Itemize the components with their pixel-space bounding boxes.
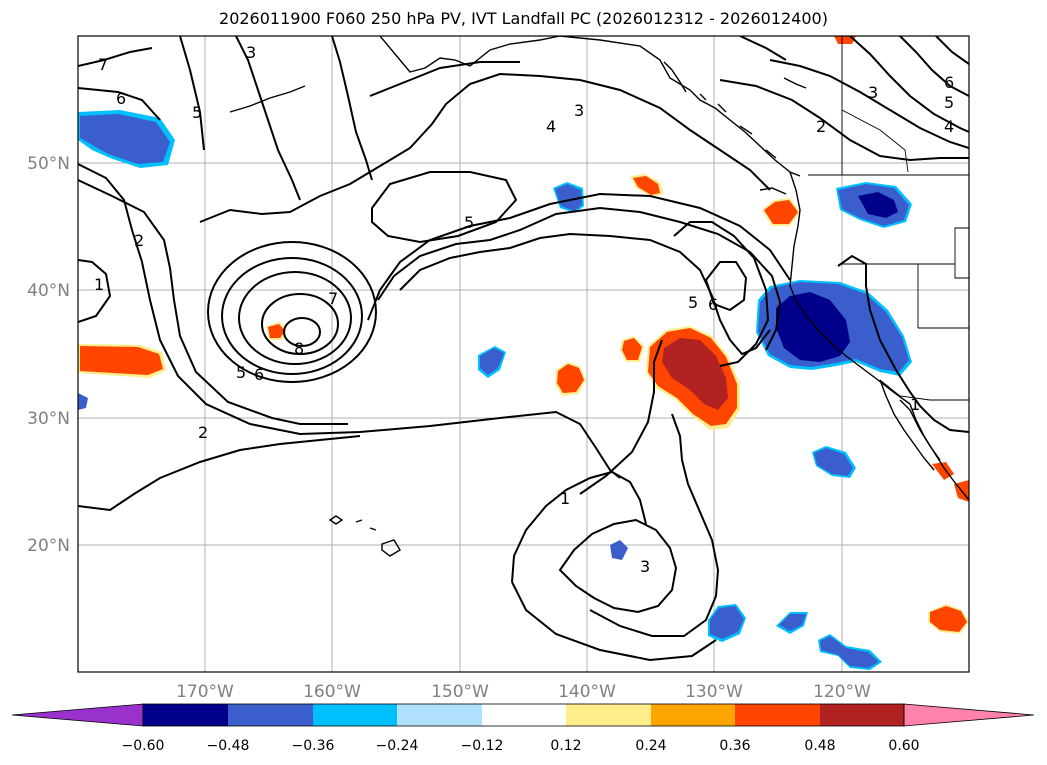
lon-tick-label: 140°W — [558, 682, 616, 702]
colorbar-segment — [228, 704, 313, 726]
colorbar-segment — [313, 704, 397, 726]
contour-label: 2 — [198, 423, 208, 442]
colorbar-segment — [651, 704, 735, 726]
colorbar-tick-label: 0.48 — [804, 738, 835, 754]
colorbar-tick-label: −0.24 — [376, 738, 419, 754]
pv-contours — [78, 36, 969, 662]
ivt-shading — [78, 36, 969, 670]
coastlines — [229, 36, 969, 557]
lon-tick-label: 130°W — [685, 682, 743, 702]
map-border — [77, 35, 970, 673]
colorbar-segment — [397, 704, 482, 726]
colorbar-tick-label: −0.60 — [122, 738, 165, 754]
contour-label: 3 — [640, 557, 650, 576]
map-title: 2026011900 F060 250 hPa PV, IVT Landfall… — [219, 9, 828, 28]
contour-labels: 7 6 5 3 4 3 2 5 2 1 7 8 5 6 5 6 2 1 3 1 … — [94, 43, 954, 576]
contour-label: 7 — [328, 289, 338, 308]
colorbar-tick-label: 0.36 — [719, 738, 750, 754]
lat-tick-label: 20°N — [27, 536, 70, 556]
colorbar-outline — [142, 703, 905, 727]
contour-label: 1 — [560, 489, 570, 508]
contour-label: 7 — [98, 55, 108, 74]
contour-label: 5 — [688, 293, 698, 312]
colorbar-ticks: −0.60 −0.48 −0.36 −0.24 −0.12 0.12 0.24 … — [122, 738, 920, 754]
contour-label: 6 — [944, 73, 954, 92]
contour-label: 3 — [868, 83, 878, 102]
colorbar-segment — [143, 704, 228, 726]
colorbar-segment — [820, 704, 904, 726]
colorbar-tick-label: −0.36 — [292, 738, 335, 754]
colorbar: −0.60 −0.48 −0.36 −0.24 −0.12 0.12 0.24 … — [11, 703, 1035, 754]
contour-label: 5 — [192, 103, 202, 122]
lat-tick-label: 50°N — [27, 154, 70, 174]
lon-tick-label: 170°W — [176, 682, 234, 702]
contour-label: 1 — [910, 395, 920, 414]
contour-label: 5 — [464, 213, 474, 232]
colorbar-tick-label: 0.12 — [550, 738, 581, 754]
contour-label: 5 — [944, 93, 954, 112]
colorbar-extend-max — [903, 703, 1035, 727]
colorbar-tick-label: 0.60 — [888, 738, 919, 754]
colorbar-tick-label: −0.48 — [207, 738, 250, 754]
lon-axis: 170°W 160°W 150°W 140°W 130°W 120°W — [176, 682, 871, 702]
contour-label: 2 — [134, 231, 144, 250]
contour-label: 4 — [546, 117, 556, 136]
contour-label: 3 — [574, 101, 584, 120]
contour-label: 6 — [116, 89, 126, 108]
colorbar-segment — [482, 704, 566, 726]
contour-label: 4 — [944, 117, 954, 136]
colorbar-segment — [735, 704, 820, 726]
lat-tick-label: 40°N — [27, 281, 70, 301]
lon-tick-label: 120°W — [813, 682, 871, 702]
lon-tick-label: 150°W — [431, 682, 489, 702]
contour-label: 6 — [708, 295, 718, 314]
contour-label: 5 — [236, 363, 246, 382]
colorbar-segment — [566, 704, 651, 726]
lat-axis: 50°N 40°N 30°N 20°N — [27, 154, 70, 556]
contour-label: 3 — [246, 43, 256, 62]
contour-label: 1 — [94, 275, 104, 294]
lon-tick-label: 160°W — [303, 682, 361, 702]
contour-label: 2 — [816, 117, 826, 136]
contour-label: 6 — [254, 365, 264, 384]
colorbar-tick-label: −0.12 — [461, 738, 504, 754]
lat-tick-label: 30°N — [27, 409, 70, 429]
colorbar-tick-label: 0.24 — [635, 738, 666, 754]
colorbar-extend-min — [11, 703, 144, 727]
contour-label: 8 — [294, 339, 304, 358]
